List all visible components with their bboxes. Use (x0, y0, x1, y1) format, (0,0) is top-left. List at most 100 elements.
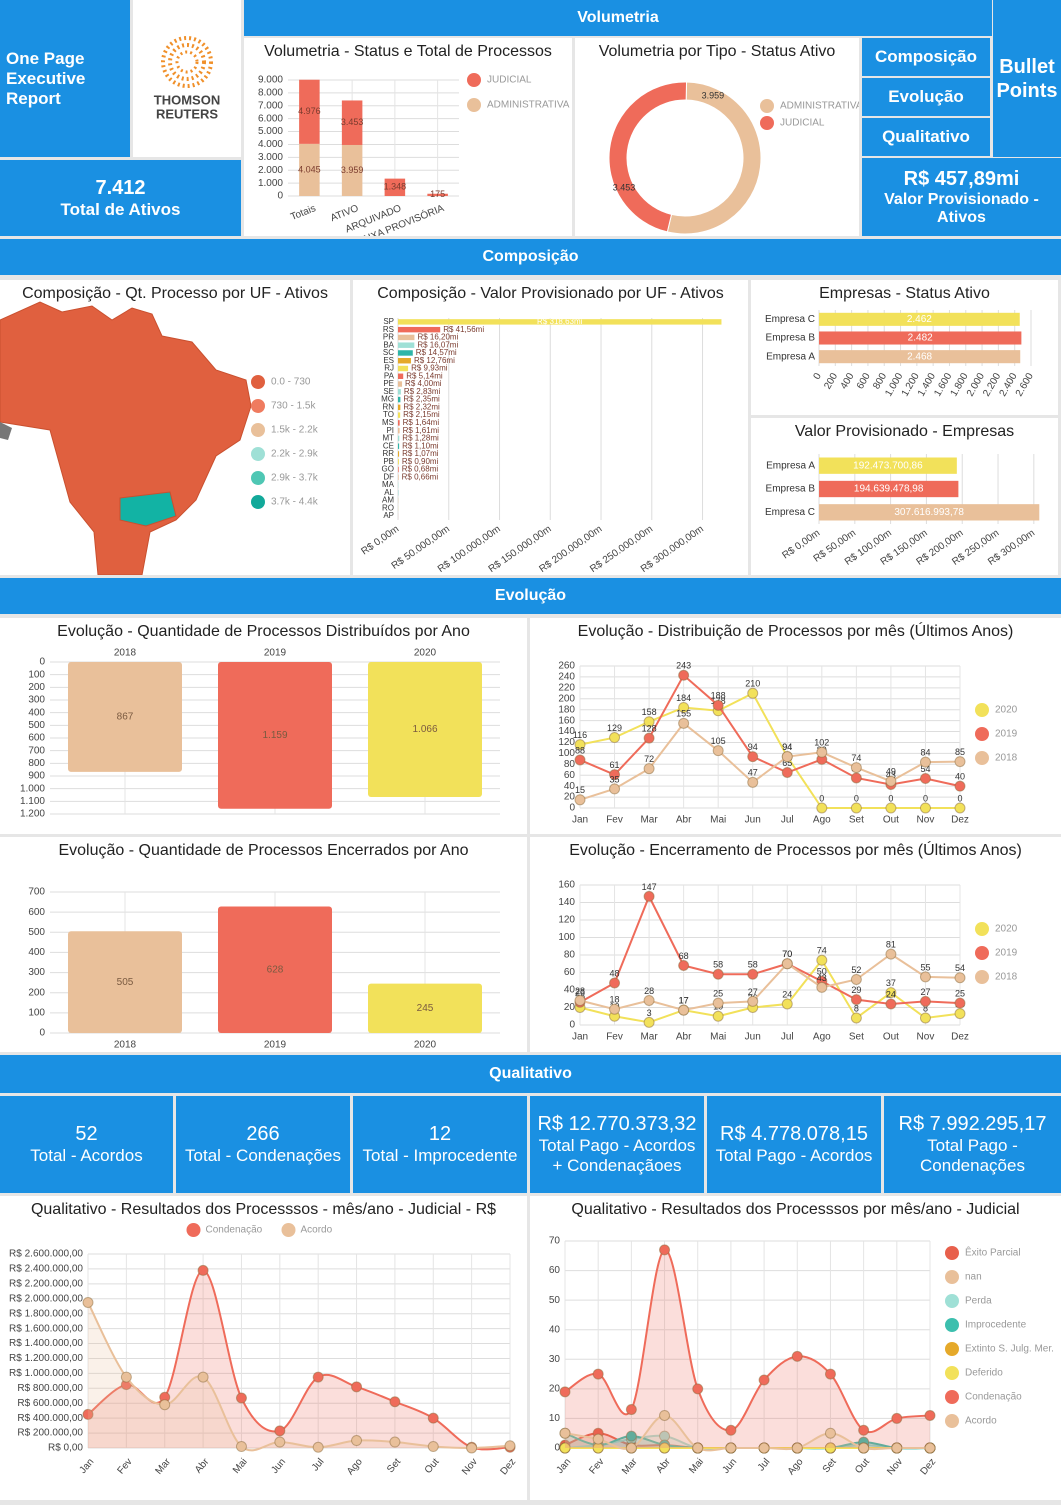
chart: Empresas - Status Ativo02004006008001.00… (751, 280, 1058, 415)
x-tick-label: Mar (640, 815, 658, 826)
y-tick-label: 500 (28, 720, 45, 731)
y-tick-label: 7.000 (258, 100, 283, 111)
point (610, 733, 620, 743)
y-tick-label: 40 (549, 1324, 561, 1335)
point (955, 998, 965, 1008)
x-tick-label: Fev (606, 1032, 623, 1043)
data-label: 28 (575, 986, 585, 996)
y-tick-label: 6.000 (258, 113, 283, 124)
point (925, 1410, 935, 1420)
legend-label: Condenação (206, 1225, 263, 1236)
data-label: 3.453 (341, 117, 364, 127)
data-label: 84 (920, 747, 930, 757)
chart: Qualitativo - Resultados dos Processsos … (530, 1196, 1061, 1500)
y-tick-label: 10 (549, 1413, 561, 1424)
data-label: 192.473.700,86 (853, 460, 923, 471)
bar (398, 428, 400, 433)
y-tick-label: 5.000 (258, 126, 283, 137)
bar (398, 467, 399, 472)
point (644, 1017, 654, 1027)
x-tick-label: Ago (813, 1032, 831, 1043)
kpi-value: 12 (429, 1123, 451, 1146)
y-tick-label: 200 (28, 682, 45, 693)
data-label: 307.616.993,78 (894, 507, 964, 518)
point (160, 1400, 170, 1410)
point (121, 1372, 131, 1382)
y-tick-label: 500 (28, 927, 45, 938)
y-tick-label: 70 (549, 1236, 561, 1247)
nav-button[interactable]: Evolução (862, 78, 990, 116)
x-tick-label: Jul (781, 1032, 794, 1043)
legend-label: nan (965, 1272, 982, 1283)
chart-title: Evolução - Quantidade de Processos Encer… (58, 842, 468, 859)
point (390, 1397, 400, 1407)
point (925, 1443, 935, 1453)
y-tick-label: 50 (549, 1295, 561, 1306)
bar (398, 405, 400, 410)
legend-swatch (945, 1342, 959, 1356)
data-label: 1.348 (384, 182, 407, 192)
point (644, 996, 654, 1006)
point (626, 1405, 636, 1415)
x-tick-label: Mar (154, 1456, 174, 1477)
nav-button[interactable]: Composição (862, 38, 990, 76)
y-tick-label: 600 (28, 907, 45, 918)
bar (398, 335, 414, 340)
region (0, 422, 12, 440)
data-label: 184 (676, 693, 691, 703)
legend-swatch (945, 1294, 959, 1308)
bar (398, 389, 401, 394)
x-tick-label: 2020 (414, 648, 437, 659)
point (955, 803, 965, 813)
point (851, 975, 861, 985)
chart-panel: Evolução - Quantidade de Processos Encer… (0, 837, 527, 1052)
kpi-label: Valor Provisionado - Ativos (868, 191, 1055, 227)
kpi-label: Total - Condenações (185, 1146, 341, 1166)
point (859, 1443, 869, 1453)
point (792, 1443, 802, 1453)
x-tick-label: R$ 0,00m (359, 524, 401, 558)
chart-panel: Composição - Valor Provisionado por UF -… (353, 280, 748, 575)
data-label: 37 (886, 978, 896, 988)
x-tick-label: Mai (687, 1457, 706, 1476)
point (748, 969, 758, 979)
logo-text: THOMSON (154, 92, 220, 107)
x-tick-label: Ago (786, 1456, 806, 1477)
data-label: 27 (920, 987, 930, 997)
y-tick-label: 300 (28, 967, 45, 978)
legend-label: 2019 (995, 729, 1018, 740)
legend-label: 2020 (995, 705, 1018, 716)
point (817, 982, 827, 992)
section-header: Composição (0, 239, 1061, 275)
bar (398, 443, 399, 448)
data-label: 74 (851, 753, 861, 763)
point (660, 1410, 670, 1420)
line (580, 723, 960, 799)
point (644, 733, 654, 743)
x-tick-label: Out (423, 1456, 442, 1476)
x-tick-label: Set (849, 1032, 864, 1043)
nav-button[interactable]: Qualitativo (862, 118, 990, 156)
y-tick-label: 200 (28, 987, 45, 998)
point (575, 996, 585, 1006)
y-tick-label: 220 (558, 682, 575, 693)
x-tick-label: Mai (231, 1457, 250, 1476)
data-label: 58 (713, 960, 723, 970)
data-label: 175 (430, 189, 445, 199)
data-label: 4.045 (298, 164, 321, 174)
data-label: 24 (782, 989, 792, 999)
legend-swatch (251, 447, 265, 461)
chart: Composição - Qt. Processo por UF - Ativo… (0, 280, 350, 575)
chart-panel: Composição - Qt. Processo por UF - Ativo… (0, 280, 350, 575)
point (428, 1413, 438, 1423)
kpi-value: R$ 7.992.295,17 (899, 1113, 1047, 1136)
region (0, 302, 251, 575)
x-tick-label: Abr (654, 1456, 673, 1476)
point (726, 1443, 736, 1453)
y-tick-label: 400 (28, 707, 45, 718)
point (782, 959, 792, 969)
data-label: 81 (886, 940, 896, 950)
point (859, 1425, 869, 1435)
